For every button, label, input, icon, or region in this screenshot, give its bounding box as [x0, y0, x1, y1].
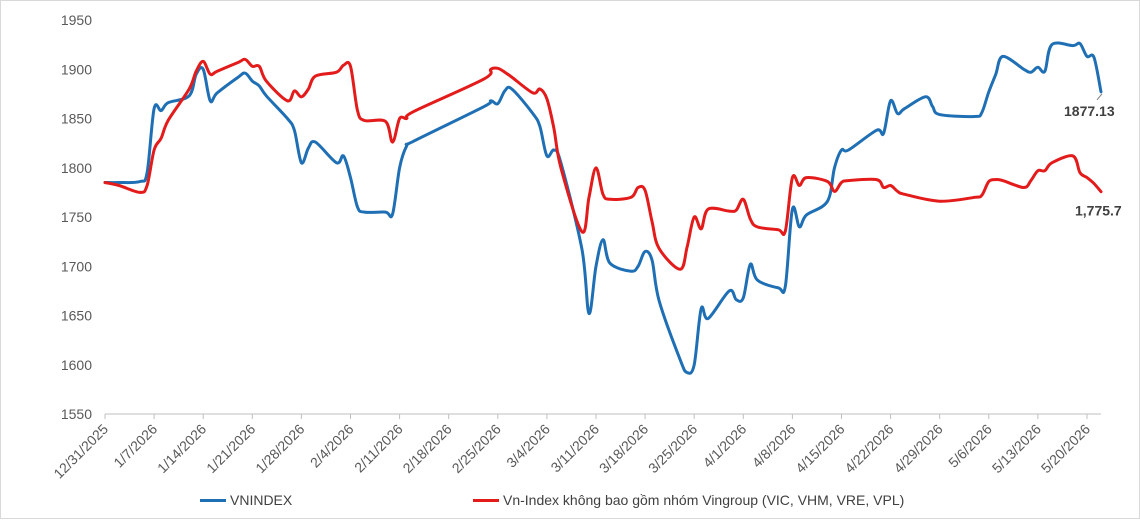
end-label-vnindex: 1877.13	[1064, 103, 1115, 119]
y-tick-label: 1900	[61, 61, 92, 77]
x-tick-label: 5/6/2026	[945, 421, 995, 471]
x-tick-label: 3/25/2026	[645, 421, 701, 477]
x-tick-label: 1/14/2026	[154, 421, 210, 477]
x-tick-label: 2/4/2026	[307, 421, 357, 471]
legend-label-vnindex-ex-vingroup: Vn-Index không bao gồm nhóm Vingroup (VI…	[503, 492, 905, 508]
y-tick-label: 1800	[61, 160, 92, 176]
x-tick-label: 2/11/2026	[351, 421, 406, 476]
x-tick-label: 1/7/2026	[110, 421, 160, 471]
x-tick-label: 5/13/2026	[989, 421, 1045, 477]
legend-swatch-vnindex	[200, 498, 226, 502]
series-line-vnindex	[103, 41, 1103, 375]
y-tick-label: 1950	[61, 12, 92, 28]
legend-item-vnindex-ex-vingroup: Vn-Index không bao gồm nhóm Vingroup (VI…	[473, 492, 904, 508]
y-tick-label: 1600	[61, 357, 92, 373]
x-tick-label: 4/15/2026	[792, 421, 848, 477]
series-line-vnindex-ex-vingroup	[103, 57, 1103, 271]
x-tick-label: 5/20/2026	[1038, 421, 1094, 477]
x-tick-label: 4/22/2026	[841, 421, 897, 477]
end-labels: 1877.13 1,775.7	[1064, 93, 1122, 219]
y-axis: 1550 1600 1650 1700 1750 1800 1850 1900 1950	[61, 12, 92, 422]
x-tick-label: 12/31/2025	[50, 421, 111, 482]
y-tick-label: 1550	[61, 406, 92, 422]
series-lines	[103, 41, 1103, 375]
x-tick-label: 1/28/2026	[252, 421, 308, 477]
y-tick-label: 1650	[61, 308, 92, 324]
x-tick-label: 4/29/2026	[890, 421, 946, 477]
x-tick-label: 3/11/2026	[547, 421, 602, 476]
end-label-vnindex-ex-vingroup: 1,775.7	[1075, 203, 1122, 219]
legend-item-vnindex: VNINDEX	[200, 492, 292, 508]
x-tick-label: 3/4/2026	[503, 421, 553, 471]
y-tick-label: 1700	[61, 258, 92, 274]
end-label-leader-vnindex	[1096, 93, 1103, 101]
x-tick-label: 4/1/2026	[700, 421, 750, 471]
x-axis: 12/31/2025 1/7/20261/14/20261/21/20261/28…	[50, 413, 1101, 482]
x-tick-label: 4/8/2026	[749, 421, 799, 471]
x-tick-label: 2/25/2026	[449, 421, 505, 477]
x-tick-label: 1/21/2026	[203, 421, 259, 477]
legend-swatch-vnindex-ex-vingroup	[473, 498, 499, 502]
y-tick-label: 1750	[61, 209, 92, 225]
x-tick-label: 3/18/2026	[596, 421, 652, 477]
legend-label-vnindex: VNINDEX	[230, 492, 293, 508]
x-tick-label: 2/18/2026	[399, 421, 455, 477]
y-tick-label: 1850	[61, 111, 92, 127]
